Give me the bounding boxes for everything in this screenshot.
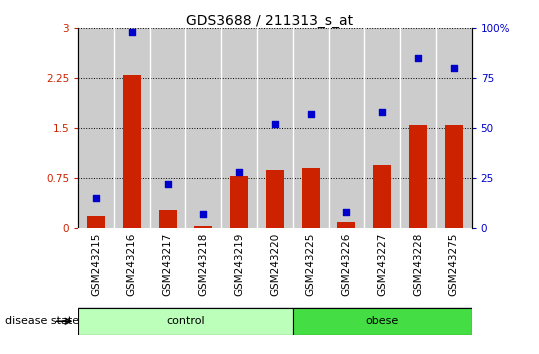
Text: GSM243216: GSM243216 (127, 232, 137, 296)
Bar (158, 210, 177, 228)
Text: GSM243227: GSM243227 (377, 232, 387, 296)
Bar (78, 308, 293, 335)
Text: GSM243215: GSM243215 (91, 232, 101, 296)
Text: GSM243226: GSM243226 (341, 232, 351, 296)
Bar (123, 75, 141, 228)
Text: GSM243275: GSM243275 (449, 232, 459, 296)
Point (199, 211, 208, 217)
Bar (302, 169, 320, 228)
Point (128, 29, 136, 35)
Bar (87, 216, 105, 228)
Bar (230, 176, 248, 228)
Point (342, 210, 351, 215)
Point (92, 195, 100, 201)
Text: control: control (166, 316, 205, 326)
Point (413, 56, 422, 61)
Bar (445, 125, 462, 228)
Bar (293, 308, 472, 335)
Text: GSM243228: GSM243228 (413, 232, 423, 296)
Bar (409, 125, 427, 228)
Point (378, 109, 386, 115)
Point (271, 121, 279, 127)
Point (163, 182, 172, 187)
Text: GSM243220: GSM243220 (270, 232, 280, 296)
Bar (374, 165, 391, 228)
Text: obese: obese (365, 316, 399, 326)
Text: GDS3688 / 211313_s_at: GDS3688 / 211313_s_at (186, 14, 353, 28)
Text: disease state: disease state (5, 316, 80, 326)
Point (235, 170, 244, 175)
Text: GSM243225: GSM243225 (306, 232, 316, 296)
Bar (266, 170, 284, 228)
Text: GSM243217: GSM243217 (163, 232, 172, 296)
Text: GSM243219: GSM243219 (234, 232, 244, 296)
Point (306, 112, 315, 117)
Point (450, 65, 458, 71)
Bar (337, 222, 355, 228)
Bar (195, 225, 212, 228)
Text: GSM243218: GSM243218 (198, 232, 209, 296)
